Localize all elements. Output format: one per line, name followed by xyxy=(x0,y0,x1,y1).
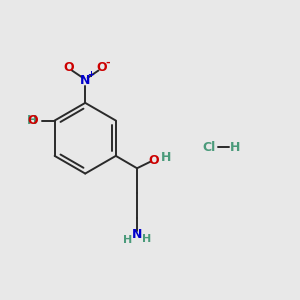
Text: H: H xyxy=(123,236,132,245)
Text: N: N xyxy=(80,74,90,87)
Text: +: + xyxy=(87,70,94,80)
Text: O: O xyxy=(148,154,158,166)
Text: Cl: Cl xyxy=(202,141,215,154)
Text: O: O xyxy=(96,61,107,74)
Text: H: H xyxy=(230,141,241,154)
Text: -: - xyxy=(106,57,110,67)
Text: O: O xyxy=(28,114,38,127)
Text: H: H xyxy=(142,234,151,244)
Text: N: N xyxy=(132,228,142,241)
Text: H: H xyxy=(160,151,171,164)
Text: H: H xyxy=(26,114,37,127)
Text: O: O xyxy=(64,61,74,74)
